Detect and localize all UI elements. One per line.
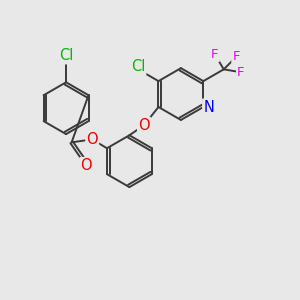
Text: F: F <box>237 66 244 79</box>
Text: O: O <box>80 158 92 173</box>
Text: F: F <box>211 48 219 61</box>
Text: F: F <box>232 50 240 64</box>
Text: Cl: Cl <box>59 48 73 63</box>
Text: O: O <box>86 132 98 147</box>
Text: O: O <box>138 118 150 133</box>
Text: N: N <box>203 100 214 115</box>
Text: Cl: Cl <box>131 59 145 74</box>
